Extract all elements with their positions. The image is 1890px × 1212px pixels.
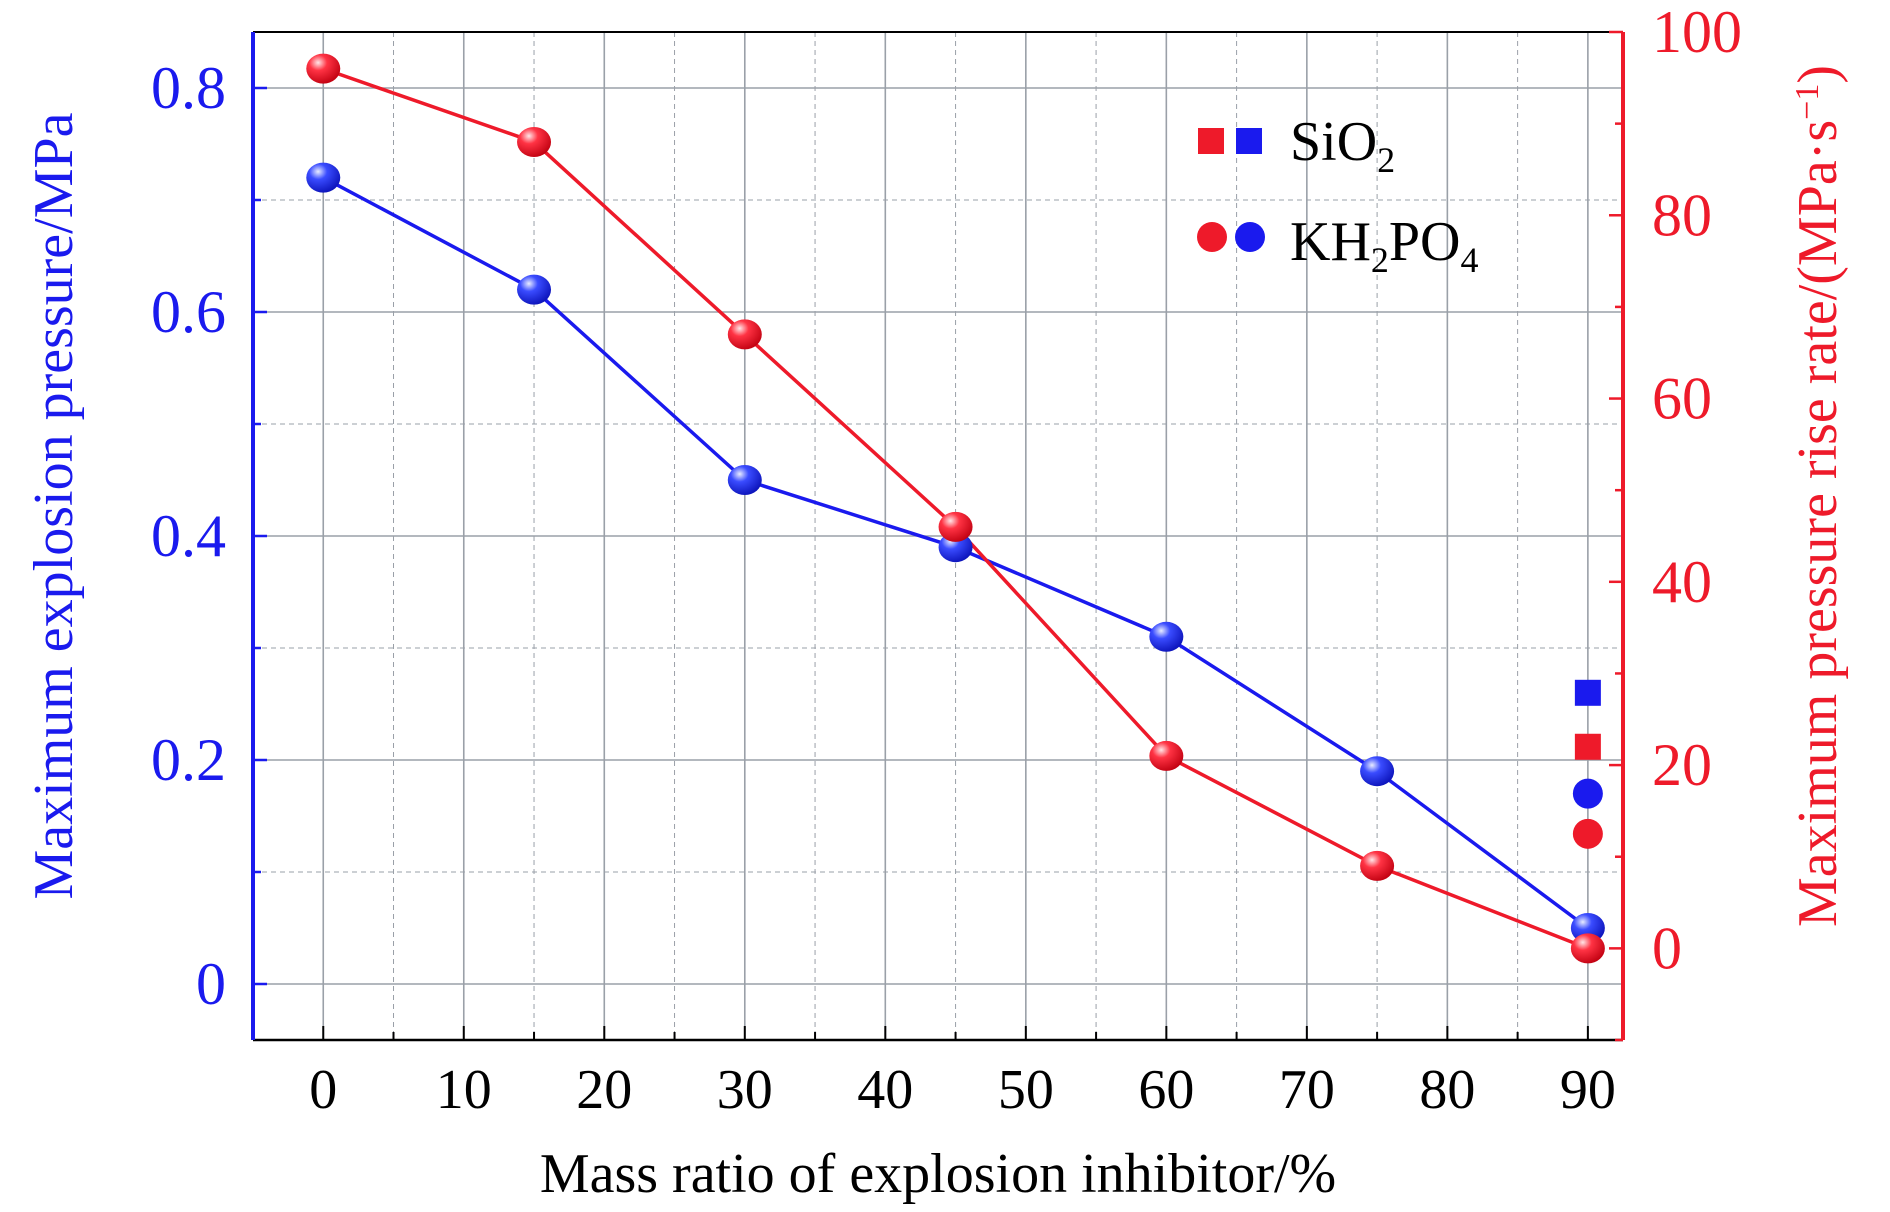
y-left-axis-title: Maximum explosion pressure/MPa [23,112,85,899]
legend-label-kh2po4: KH2PO4 [1290,211,1478,280]
y-right-axis-title-sup: −1 [1789,84,1826,120]
kh2po4-point-red [727,319,762,350]
kh2po4-point-red [938,511,973,542]
legend-marker-sio2-red [1198,128,1224,154]
axes [251,30,1625,1042]
x-tick-label: 70 [1279,1059,1335,1121]
x-tick-label: 20 [576,1059,632,1121]
tick-labels: 0 10 20 30 40 50 60 70 80 90 0 0.2 0.4 0.6 0.8 0 20 40 60 8… [151,0,1742,1121]
sio2-point-blue [1574,679,1601,706]
legend-marker-kh2po4-red [1197,222,1227,252]
y-left-tick-label: 0.6 [151,279,226,345]
x-tick-label: 50 [998,1059,1054,1121]
x-tick-label: 30 [717,1059,773,1121]
kh2po4-point-blue [1149,621,1184,652]
kh2po4-point-blue [517,274,552,305]
y-right-axis-title-main: Maximum pressure rise rate/(MPa·s [1787,120,1849,927]
kh2po4-point-red [1570,933,1605,964]
y-right-tick-label: 100 [1652,0,1742,65]
y-right-tick-label: 20 [1652,732,1712,798]
kh2po4-point-blue [727,465,762,495]
y-right-tick-label: 0 [1652,915,1682,981]
x-tick-label: 10 [436,1059,492,1121]
y-right-tick-label: 80 [1652,182,1712,248]
legend-marker-sio2-blue [1236,128,1262,154]
kh2po4-point-red [1572,818,1603,849]
kh2po4-point-blue [1572,778,1603,809]
sio2-point-red [1574,733,1601,760]
y-left-tick-label: 0.2 [151,727,226,793]
y-right-tick-label: 60 [1652,366,1712,432]
y-left-tick-label: 0 [196,951,226,1017]
y-right-tick-label: 40 [1652,549,1712,615]
grid-lines [253,32,1623,1040]
kh2po4-point-red [1149,740,1184,771]
y-left-tick-label: 0.4 [151,503,226,569]
legend-label-sio2: SiO2 [1290,111,1395,180]
y-right-axis-title: Maximum pressure rise rate/(MPa·s−1) [1787,65,1849,927]
kh2po4-point-blue [1360,756,1395,787]
x-tick-label: 0 [309,1059,337,1121]
y-right-axis-title-close: ) [1787,65,1849,84]
x-tick-label: 80 [1419,1059,1475,1121]
kh2po4-point-red [517,126,552,157]
x-axis-title: Mass ratio of explosion inhibitor/% [540,1143,1336,1205]
kh2po4-point-blue [306,162,341,193]
data-markers [306,53,1605,964]
kh2po4-point-red [306,53,341,84]
x-tick-label: 40 [857,1059,913,1121]
legend: SiO2 KH2PO4 [1197,111,1478,280]
x-tick-label: 60 [1138,1059,1194,1121]
x-tick-label: 90 [1560,1059,1616,1121]
kh2po4-point-red [1360,850,1395,881]
y-left-tick-label: 0.8 [151,55,226,121]
legend-marker-kh2po4-blue [1235,222,1265,252]
